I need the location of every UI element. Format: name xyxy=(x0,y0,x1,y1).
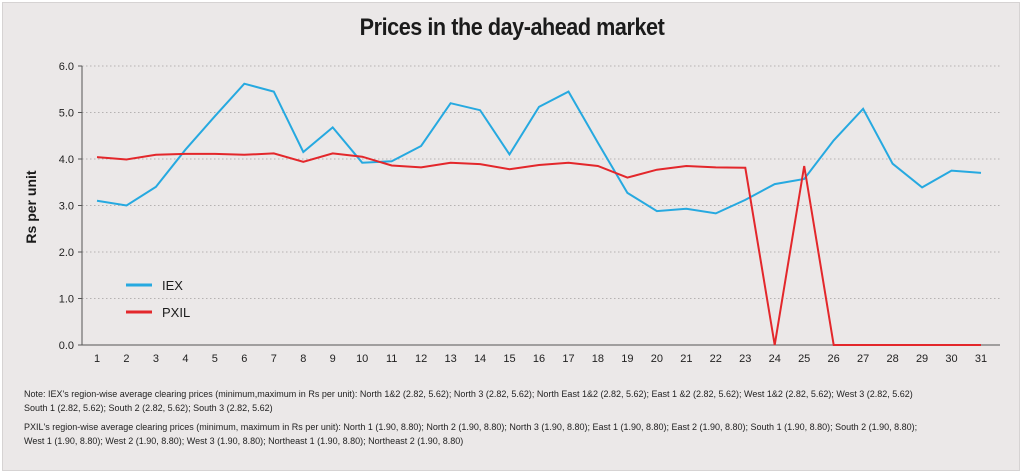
x-tick-label: 11 xyxy=(386,353,397,365)
x-tick-label: 13 xyxy=(444,353,456,365)
chart-title: Prices in the day-ahead market xyxy=(359,14,665,41)
x-tick-label: 8 xyxy=(300,353,306,365)
x-tick-label: 12 xyxy=(415,353,427,365)
pxil-note: PXIL's region-wise average clearing pric… xyxy=(24,421,1004,448)
iex-note: Note: IEX's region-wise average clearing… xyxy=(24,388,1004,415)
pxil-note-line1: PXIL's region-wise average clearing pric… xyxy=(24,422,918,432)
grid-lines xyxy=(82,65,1000,299)
iex-note-line2: South 1 (2.82, 5.62); South 2 (2.82, 5.6… xyxy=(24,402,273,413)
x-tick-label: 4 xyxy=(182,353,188,365)
x-tick-label: 28 xyxy=(886,353,898,365)
x-tick-labels: 1 2 3 4 5 6 7 8 9 10 11 12 13 14 15 16 17 18 19 20 21 22 23 24 2… xyxy=(94,353,987,365)
x-tick-label: 24 xyxy=(769,353,781,365)
iex-note-line1: Note: IEX's region-wise average clearing… xyxy=(24,389,913,399)
x-tick-label: 10 xyxy=(356,353,368,365)
x-tick-label: 25 xyxy=(798,353,810,365)
y-axis-label: Rs per unit xyxy=(23,170,39,243)
x-tick-label: 6 xyxy=(241,353,247,365)
pxil-note-line2: West 1 (1.90, 8.80); West 2 (1.90, 8.80)… xyxy=(24,435,464,446)
legend: IEX PXIL xyxy=(126,278,190,320)
y-tick-label: 3.0 xyxy=(59,201,74,213)
x-tick-label: 14 xyxy=(474,353,486,365)
y-tick-label: 5.0 xyxy=(59,108,74,120)
x-tick-label: 18 xyxy=(592,353,604,365)
y-tick-label: 2.0 xyxy=(59,247,74,259)
x-tick-label: 19 xyxy=(621,353,633,365)
x-tick-label: 21 xyxy=(680,353,692,365)
y-tick-label: 0.0 xyxy=(59,340,74,352)
x-tick-label: 9 xyxy=(330,353,336,365)
x-tick-label: 31 xyxy=(975,353,987,365)
notes: Note: IEX's region-wise average clearing… xyxy=(24,388,1004,454)
x-tick-label: 3 xyxy=(153,353,159,365)
x-tick-label: 7 xyxy=(271,353,277,365)
x-tick-label: 2 xyxy=(123,353,129,365)
x-tick-label: 17 xyxy=(562,353,574,365)
series-line-pxil xyxy=(96,152,981,346)
legend-label-pxil: PXIL xyxy=(162,305,190,320)
x-tick-label: 15 xyxy=(503,353,515,365)
x-tick-label: 20 xyxy=(651,353,663,365)
y-tick-labels: 0.0 1.0 2.0 3.0 4.0 5.0 6.0 xyxy=(59,61,74,352)
x-tick-label: 29 xyxy=(916,353,928,365)
x-tick-label: 22 xyxy=(710,353,722,365)
y-tick-label: 6.0 xyxy=(59,61,74,73)
x-tick-label: 23 xyxy=(739,353,751,365)
y-tick-label: 4.0 xyxy=(59,154,74,166)
x-tick-label: 5 xyxy=(212,353,218,365)
series-lines xyxy=(96,82,982,346)
x-tick-label: 30 xyxy=(945,353,957,365)
x-tick-label: 16 xyxy=(533,353,545,365)
legend-label-iex: IEX xyxy=(162,278,183,293)
x-tick-label: 1 xyxy=(94,353,100,365)
y-tick-label: 1.0 xyxy=(59,294,74,306)
series-line-iex xyxy=(96,82,982,215)
x-tick-label: 27 xyxy=(857,353,869,365)
x-tick-label: 26 xyxy=(828,353,840,365)
